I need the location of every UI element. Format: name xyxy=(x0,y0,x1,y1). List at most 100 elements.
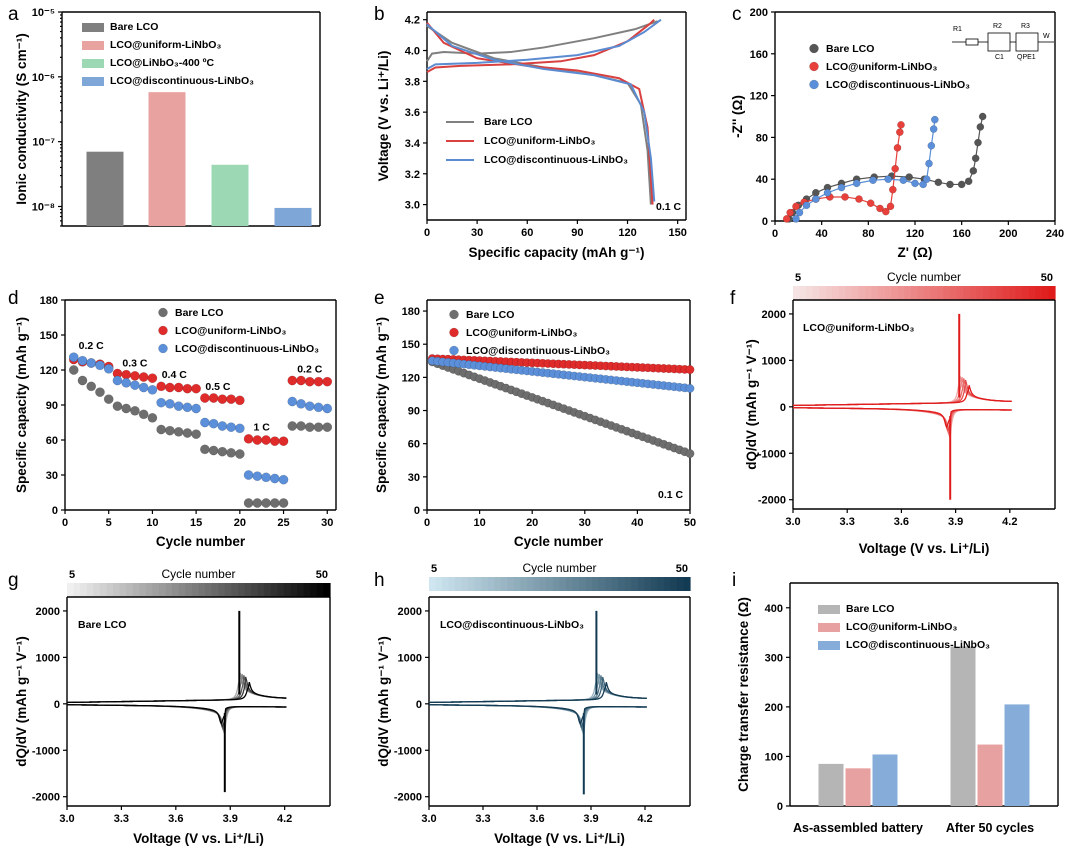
data-point xyxy=(313,402,324,413)
data-point xyxy=(147,373,158,384)
colorbar-segment xyxy=(533,577,541,591)
legend-entry: Bare LCO xyxy=(826,43,874,55)
y-tick-label: -2000 xyxy=(394,792,422,804)
panel-b: 0 30 60 90 120 150 3.0 3.2 3.4 3.6 3.8 4.0 4.2 Bare L… xyxy=(374,4,687,260)
y-tick-label: 160 xyxy=(750,49,768,61)
y-tick-label: 10⁻⁸ xyxy=(32,201,55,213)
x-tick-label: 5 xyxy=(106,517,112,529)
y-tick-label: 1000 xyxy=(398,652,422,664)
rate-label: 0.5 C xyxy=(205,381,231,393)
x-tick-label: 160 xyxy=(952,228,970,240)
colorbar-segment xyxy=(552,577,561,591)
x-tick-label: 20 xyxy=(234,517,246,529)
data-point xyxy=(158,325,168,336)
colorbar-segment xyxy=(316,583,325,597)
data-point xyxy=(252,435,263,445)
data-point xyxy=(809,43,819,54)
data-point xyxy=(191,403,201,414)
colorbar-segment xyxy=(474,577,482,591)
charge-curve xyxy=(428,682,647,704)
y-tick-label: 1000 xyxy=(36,652,60,664)
colorbar-segment xyxy=(152,583,160,597)
y-tick-label: 30 xyxy=(408,472,420,484)
x-tick-label: 240 xyxy=(1046,228,1064,240)
x-tick-label: 20 xyxy=(526,517,538,529)
data-point xyxy=(782,215,791,223)
colorbar-segment xyxy=(67,583,75,597)
colorbar-segment xyxy=(566,577,574,591)
discharge-curve xyxy=(66,704,287,726)
colorbar-segment xyxy=(910,286,919,300)
x-tick-label: 120 xyxy=(906,228,924,240)
colorbar-max: 50 xyxy=(676,563,688,575)
colorbar-min: 5 xyxy=(431,563,437,575)
data-point xyxy=(313,422,324,433)
data-point xyxy=(809,79,819,90)
discharge-curve xyxy=(66,704,287,728)
colorbar-segment xyxy=(838,286,846,300)
data-point xyxy=(269,473,280,484)
colorbar-segment xyxy=(1035,286,1043,300)
discharge-curve xyxy=(66,704,287,735)
y-tick-label: -2000 xyxy=(758,495,786,507)
y-tick-label: 60 xyxy=(46,435,58,447)
y-tick-label: 120 xyxy=(402,372,420,384)
category-label: After 50 cycles xyxy=(946,821,1034,835)
x-axis-label: Cycle number xyxy=(514,534,604,549)
colorbar-segment xyxy=(1041,286,1050,300)
legend-entry: LCO@uniform-LiNbO₃ xyxy=(175,325,286,337)
data-point xyxy=(200,393,210,403)
x-axis-label: Z' (Ω) xyxy=(897,245,932,260)
x-tick-label: 0 xyxy=(62,517,68,529)
legend-entry: LCO@discontinuous-LiNbO₃ xyxy=(484,154,628,166)
colorbar-segment xyxy=(891,286,899,300)
data-point xyxy=(891,164,900,173)
data-point xyxy=(911,179,919,188)
data-point xyxy=(217,446,228,457)
y-tick-label: 80 xyxy=(756,132,768,144)
y-axis-label: dQ/dV (mAh g⁻¹ V⁻¹) xyxy=(376,636,391,767)
colorbar-segment xyxy=(270,583,278,597)
colorbar-segment xyxy=(663,577,672,591)
data-point xyxy=(234,449,245,459)
colorbar-segment xyxy=(585,577,593,591)
colorbar-label: Cycle number xyxy=(161,567,235,581)
x-tick-label: 25 xyxy=(277,517,289,529)
colorbar-segment xyxy=(1022,286,1030,300)
panel-g: Cycle number 5 50 3.0 3.3 3.6 3.9 4.2 -2000 -1000… xyxy=(8,567,331,846)
colorbar-segment xyxy=(819,286,827,300)
legend-entry: LCO@discontinuous-LiNbO₃ xyxy=(110,75,254,87)
data-point xyxy=(182,402,193,413)
colorbar-segment xyxy=(435,577,443,591)
colorbar-segment xyxy=(924,286,932,300)
discharge-curve xyxy=(792,407,1012,429)
colorbar-min: 5 xyxy=(69,569,75,581)
data-point xyxy=(974,138,982,147)
data-point xyxy=(68,365,79,375)
y-tick-label: 4.2 xyxy=(405,15,420,27)
y-tick-label: 180 xyxy=(402,306,420,318)
y-tick-label: 400 xyxy=(765,603,783,615)
data-point xyxy=(852,179,861,188)
colorbar-segment xyxy=(264,583,272,597)
data-point xyxy=(893,144,902,152)
discharge-curve xyxy=(426,23,656,202)
charge-curve xyxy=(428,672,647,704)
discharge-curve xyxy=(66,704,287,731)
discharge-curve xyxy=(426,22,654,205)
colorbar-segment xyxy=(159,583,167,597)
colorbar-segment xyxy=(132,583,140,597)
data-point xyxy=(899,176,908,185)
x-tick-label: 15 xyxy=(190,517,202,529)
equivalent-circuit: R1 R2 R3 W C1 QPE1 xyxy=(952,23,1054,61)
y-tick-label: 100 xyxy=(765,751,783,763)
data-point xyxy=(278,498,289,508)
colorbar-segment xyxy=(539,577,548,591)
data-point xyxy=(837,183,846,192)
data-point xyxy=(823,188,832,197)
data-point xyxy=(208,393,219,403)
x-tick-label: 3.9 xyxy=(223,813,238,825)
data-point xyxy=(897,121,905,129)
panel-label: g xyxy=(8,570,19,591)
panel-label: c xyxy=(732,4,742,25)
